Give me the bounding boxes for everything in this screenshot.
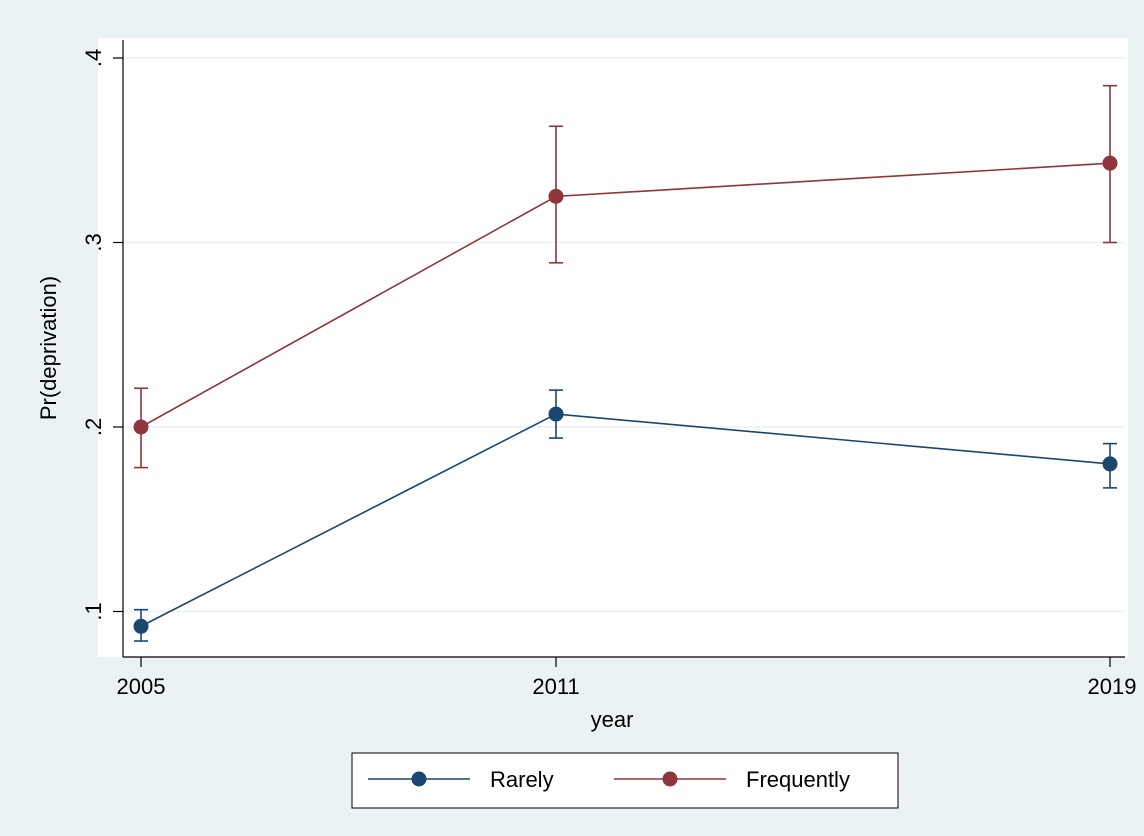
plot-area	[98, 38, 1128, 657]
legend-box	[351, 752, 899, 809]
gridlines	[123, 57, 1125, 613]
series-rarely	[133, 389, 1118, 642]
legend-items: Rarely Frequently	[368, 767, 850, 792]
data-point	[1102, 155, 1118, 171]
y-axis-ticks: .1 .2 .3 .4	[81, 49, 123, 621]
legend-marker	[662, 771, 678, 787]
x-tick-label: 2011	[532, 674, 579, 699]
legend-item-rarely: Rarely	[368, 767, 554, 792]
y-tick-label: .3	[81, 233, 106, 251]
legend-item-frequently: Frequently	[614, 767, 850, 792]
legend-marker	[411, 771, 427, 787]
data-point	[548, 406, 564, 422]
data-point	[133, 419, 149, 435]
y-tick-label: .1	[81, 602, 106, 620]
x-tick-label: 2005	[117, 674, 166, 699]
series-frequently	[133, 84, 1118, 469]
y-axis-label: Pr(deprivation)	[36, 276, 61, 420]
x-axis-ticks: 2005 2011 2019	[117, 657, 1137, 699]
x-axis-label: year	[591, 707, 634, 732]
y-tick-label: .4	[81, 49, 106, 67]
legend-label: Rarely	[490, 767, 554, 792]
data-point	[1102, 456, 1118, 472]
data-point	[548, 188, 564, 204]
data-point	[133, 618, 149, 634]
legend-label: Frequently	[746, 767, 850, 792]
y-tick-label: .2	[81, 418, 106, 436]
legend: Rarely Frequently	[351, 752, 899, 809]
x-tick-label: 2019	[1088, 674, 1137, 699]
series-layer	[133, 84, 1118, 642]
